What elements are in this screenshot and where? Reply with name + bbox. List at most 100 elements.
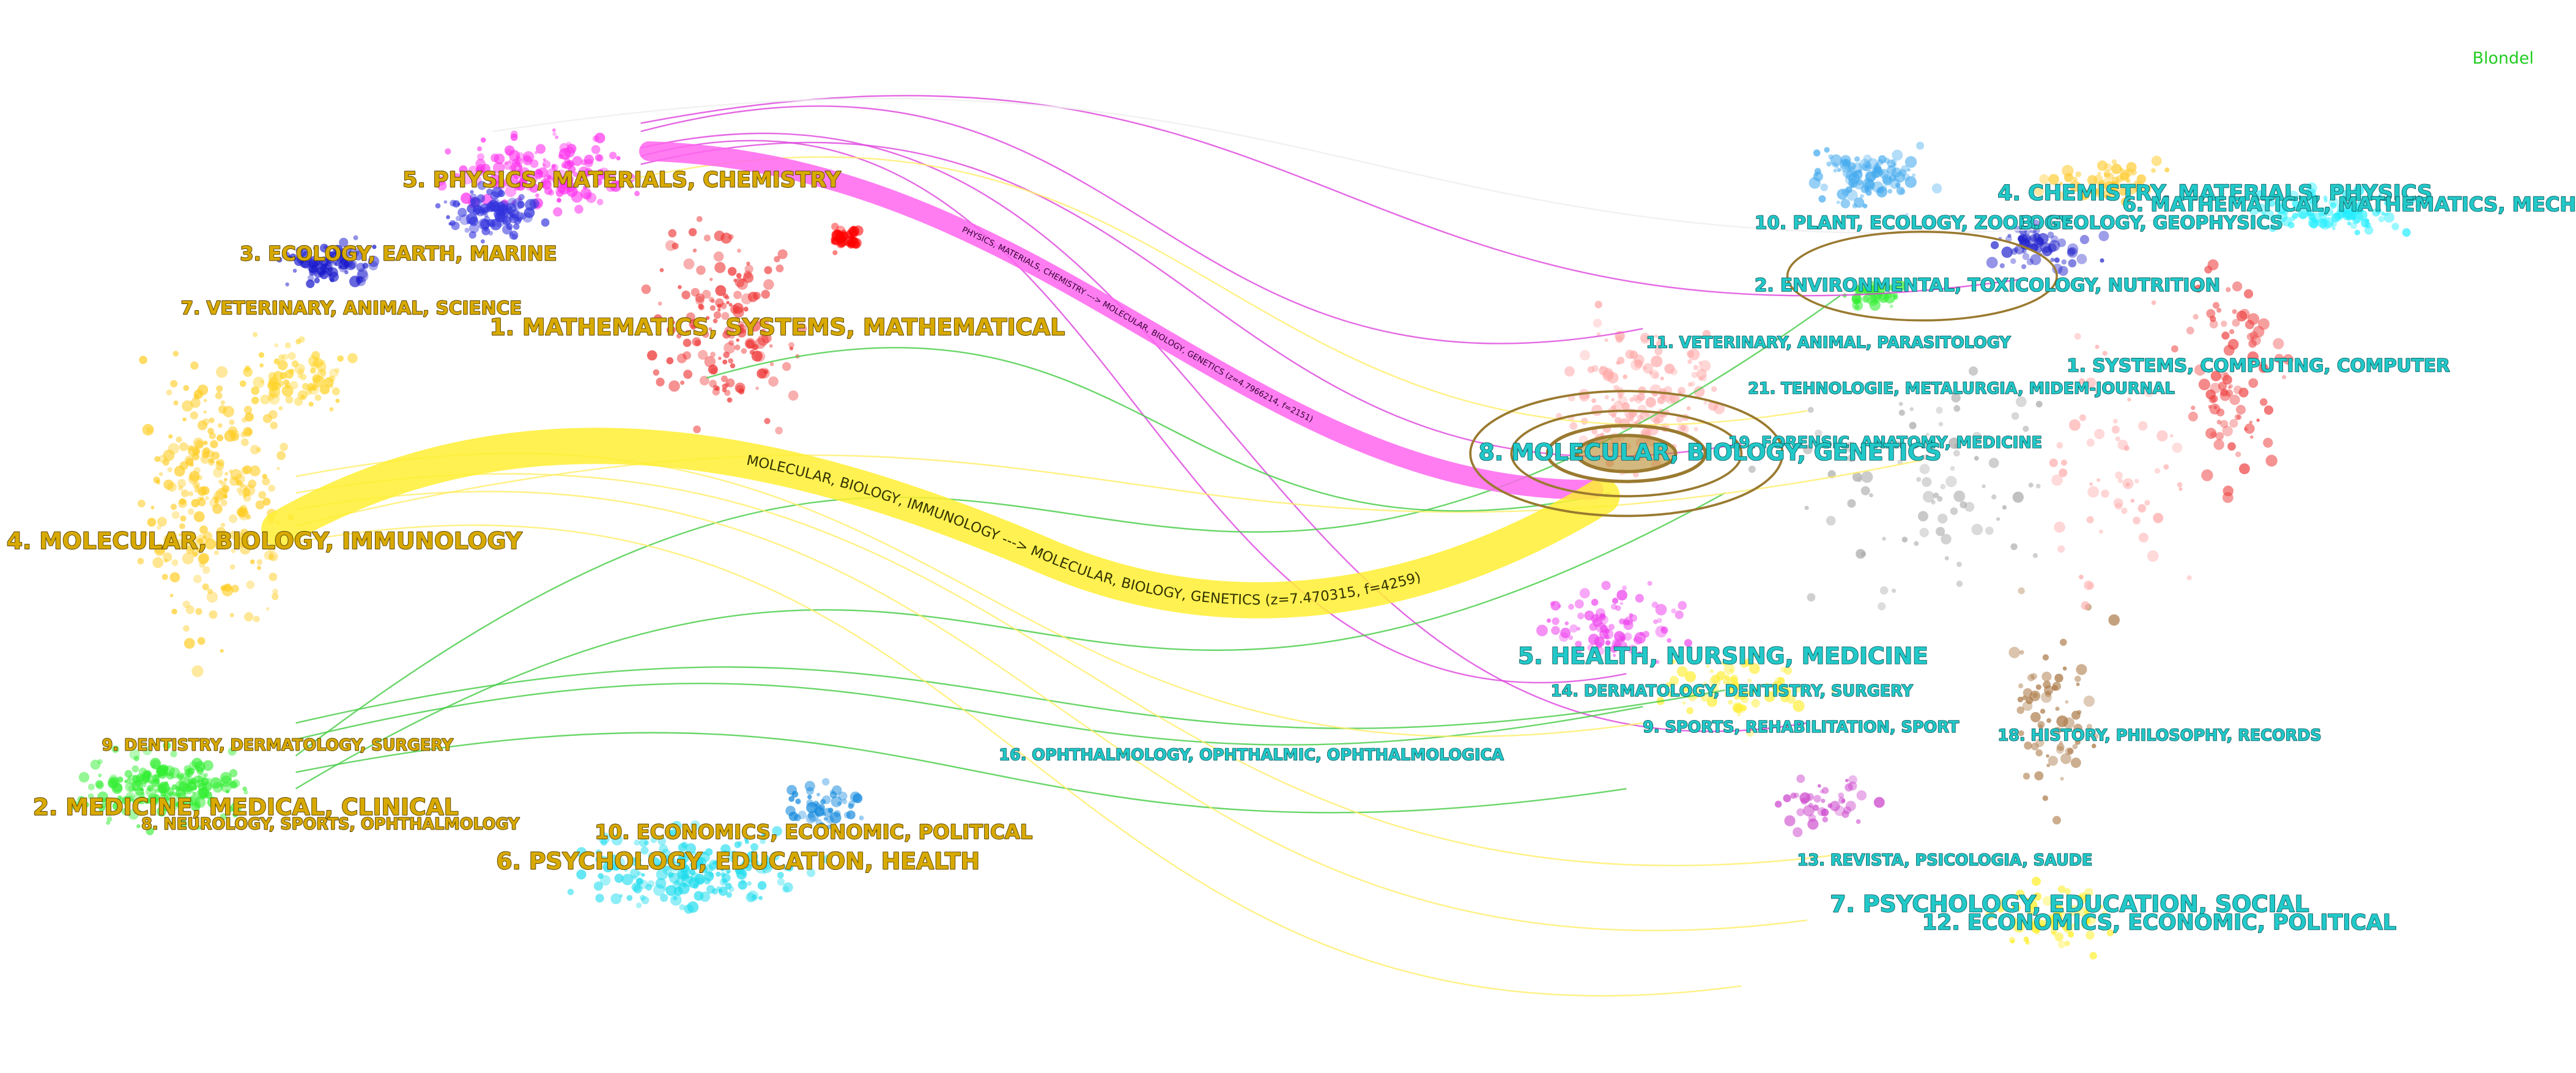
journal-dot	[2010, 258, 2016, 264]
journal-dot	[720, 232, 732, 244]
journal-dot	[229, 514, 238, 523]
journal-dot	[327, 271, 333, 277]
journal-dot	[1777, 677, 1785, 684]
journal-dot	[2098, 529, 2104, 534]
journal-dot	[2030, 254, 2041, 265]
journal-dot	[1684, 671, 1697, 683]
journal-dot	[221, 485, 230, 493]
journal-dot	[1678, 601, 1687, 611]
journal-dot	[289, 381, 298, 390]
journal-dot	[571, 162, 575, 166]
journal-dot	[480, 239, 485, 244]
journal-dot	[615, 180, 620, 185]
journal-dot	[170, 792, 176, 798]
journal-dot	[2093, 733, 2099, 739]
journal-dot	[128, 785, 135, 792]
journal-dot	[2282, 354, 2294, 365]
journal-dot	[164, 781, 169, 785]
journal-dot	[163, 789, 167, 793]
journal-dot	[2186, 575, 2192, 581]
journal-dot	[2002, 505, 2007, 510]
journal-dot	[2101, 927, 2105, 931]
journal-dot	[309, 265, 319, 276]
journal-dot	[254, 535, 259, 541]
journal-dot	[744, 264, 753, 273]
journal-dot	[1613, 385, 1619, 391]
citing-cluster-label: 9. DENTISTRY, DERMATOLOGY, SURGERY	[102, 736, 454, 754]
journal-dot	[152, 557, 164, 568]
journal-dot	[274, 343, 279, 347]
journal-dot	[1806, 793, 1814, 801]
journal-dot	[1634, 632, 1646, 644]
journal-dot	[2249, 331, 2259, 340]
journal-dot	[2256, 203, 2267, 213]
journal-dot	[815, 819, 823, 826]
journal-dot	[1869, 493, 1873, 498]
journal-dot	[714, 860, 719, 866]
journal-dot	[720, 375, 728, 382]
journal-dot	[333, 262, 337, 266]
journal-dot	[1860, 194, 1864, 198]
journal-dot	[724, 382, 730, 388]
journal-dot	[157, 516, 167, 527]
journal-dot	[125, 781, 136, 792]
journal-dot	[368, 255, 380, 267]
journal-dot	[2219, 371, 2230, 381]
journal-dot	[2101, 489, 2109, 498]
journal-dot	[1606, 371, 1614, 379]
journal-dot	[98, 773, 102, 778]
journal-dot	[694, 891, 704, 901]
journal-dot	[525, 171, 535, 180]
journal-dot	[2010, 939, 2015, 944]
journal-dot	[659, 844, 668, 853]
journal-dot	[193, 535, 197, 540]
journal-dot	[2100, 258, 2104, 263]
journal-dot	[736, 273, 742, 278]
journal-dot	[1601, 581, 1611, 590]
journal-dot	[199, 792, 206, 799]
journal-dot	[2054, 257, 2060, 263]
journal-dot	[2094, 429, 2105, 439]
journal-dot	[189, 462, 194, 467]
journal-dot	[746, 261, 750, 266]
journal-dot	[2153, 513, 2164, 524]
journal-dot	[1604, 338, 1608, 343]
journal-dot	[124, 779, 128, 784]
journal-dot	[2045, 691, 2052, 697]
journal-dot	[1904, 213, 1909, 217]
journal-dot	[2297, 207, 2309, 219]
journal-dot	[1807, 819, 1819, 830]
journal-dot	[2047, 231, 2054, 239]
journal-dot	[2054, 521, 2065, 533]
journal-dot	[2046, 763, 2051, 768]
journal-dot	[2056, 715, 2068, 727]
journal-dot	[668, 872, 675, 878]
journal-dot	[1629, 397, 1635, 403]
journal-dot	[2127, 397, 2131, 402]
journal-dot	[1841, 158, 1851, 168]
journal-dot	[175, 802, 180, 808]
journal-dot	[286, 385, 290, 389]
journal-dot	[2301, 201, 2307, 206]
journal-dot	[704, 355, 716, 368]
journal-dot	[848, 237, 857, 245]
journal-dot	[648, 852, 655, 860]
journal-dot	[314, 394, 322, 401]
cited-cluster-label: 13. REVISTA, PSICOLOGIA, SAUDE	[1797, 851, 2093, 869]
journal-dot	[2019, 650, 2024, 655]
journal-dot	[334, 261, 339, 266]
cited-cluster-label: 6. MATHEMATICAL, MATHEMATICS, MECHANICS	[2123, 193, 2576, 216]
journal-dot	[161, 802, 171, 812]
journal-dot	[504, 161, 509, 165]
journal-dot	[624, 868, 628, 872]
journal-dot	[1615, 605, 1621, 611]
journal-dot	[2287, 221, 2295, 229]
journal-dot	[732, 858, 738, 863]
journal-dot	[1610, 645, 1618, 653]
journal-dot	[2040, 708, 2046, 714]
journal-dot	[1747, 678, 1752, 683]
journal-dot	[339, 237, 349, 247]
journal-dot	[2113, 182, 2119, 188]
journal-dot	[202, 451, 209, 459]
journal-dot	[636, 878, 643, 885]
